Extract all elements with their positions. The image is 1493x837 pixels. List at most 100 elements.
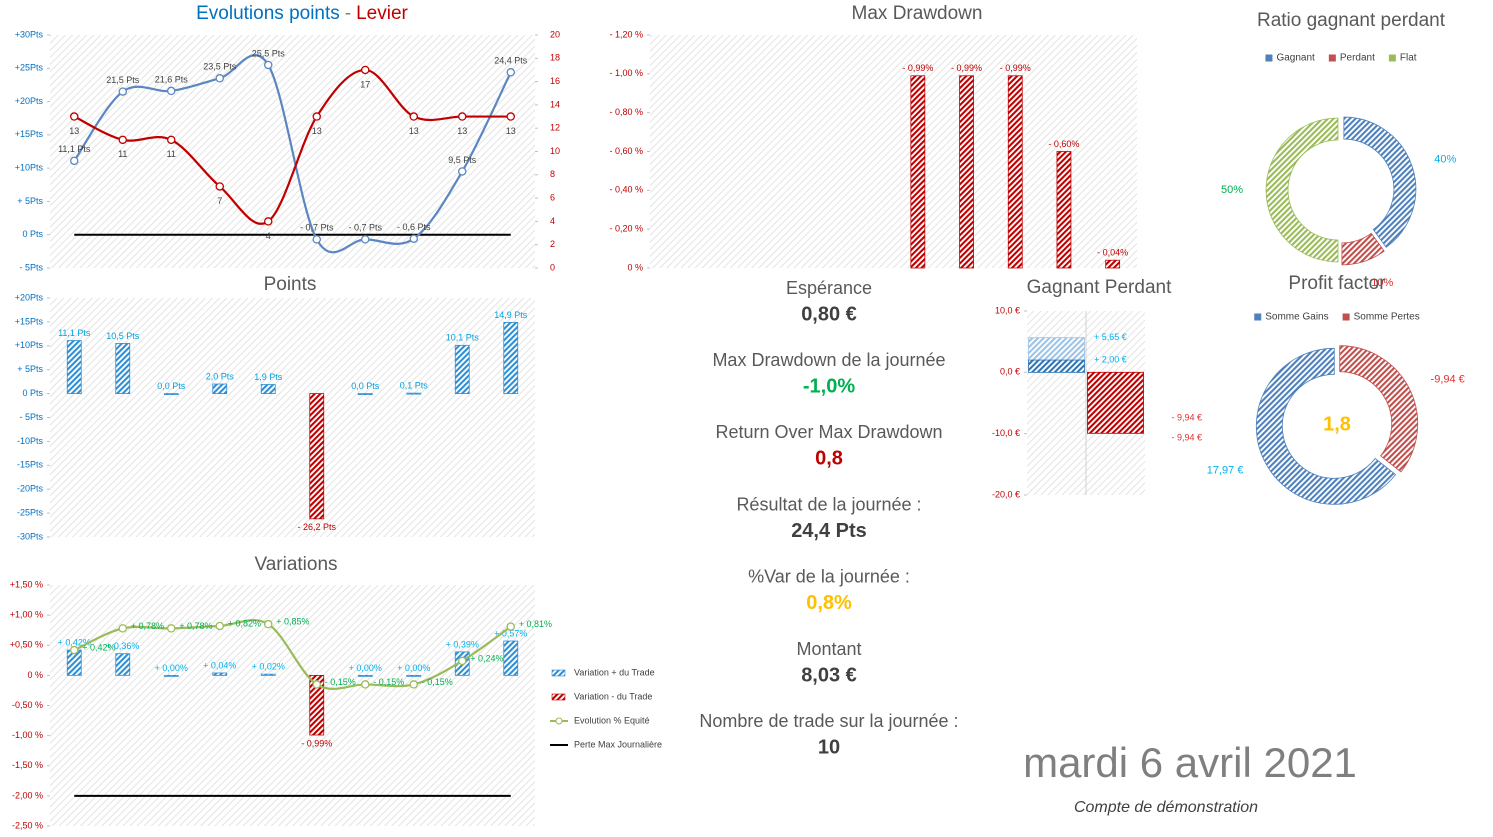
y-tick-label: 0,0 € <box>1000 367 1020 377</box>
value-label: + 0,00% <box>349 663 382 673</box>
chart-title: Variations <box>254 554 337 575</box>
kpi-label: %Var de la journée : <box>748 567 910 587</box>
y2-tick-label: 0 <box>550 262 555 272</box>
point-marker <box>118 135 128 145</box>
date-title: mardi 6 avril 2021 <box>1023 739 1357 786</box>
kpi-value: -1,0% <box>803 375 855 397</box>
value-label: - 9,94 € <box>1171 413 1202 423</box>
value-label: + 0,57% <box>494 628 527 638</box>
y-tick-label: +15Pts <box>15 129 44 139</box>
legend-marker <box>555 717 563 725</box>
legend-label: Evolution % Equité <box>574 715 650 725</box>
bar <box>309 674 325 736</box>
y2-tick-label: 2 <box>550 239 555 249</box>
value-label: - 9,94 € <box>1171 433 1202 443</box>
bar <box>1028 359 1085 373</box>
value-label: 0,1 Pts <box>400 380 429 390</box>
plot-area <box>650 35 1137 268</box>
y-tick-label: - 0,20 % <box>609 224 643 234</box>
bar <box>503 640 519 676</box>
value-label: 11,1 Pts <box>58 144 91 154</box>
y-tick-label: 0 Pts <box>22 388 43 398</box>
value-label: - 0,99% <box>951 63 982 73</box>
point-marker <box>409 680 418 689</box>
y-tick-label: -20Pts <box>17 484 44 494</box>
bar <box>309 393 325 520</box>
legend-swatch <box>551 669 566 677</box>
bar <box>66 340 82 394</box>
value-label: - 0,7 Pts <box>348 223 382 233</box>
value-label: - 0,99% <box>902 63 933 73</box>
y-tick-label: + 5Pts <box>17 196 43 206</box>
y-tick-label: - 1,20 % <box>609 29 643 39</box>
y-tick-label: +25Pts <box>15 63 44 73</box>
y-tick-label: 0 Pts <box>22 229 43 239</box>
value-label: + 0,00% <box>397 663 430 673</box>
bar <box>115 343 131 395</box>
value-label: + 0,78% <box>131 621 164 631</box>
value-label: 1,9 Pts <box>254 372 283 382</box>
bar <box>163 674 179 677</box>
bar <box>1007 75 1023 269</box>
kpi-value: 8,03 € <box>801 664 857 686</box>
series-line <box>73 68 511 225</box>
y-tick-label: -30Pts <box>17 531 44 541</box>
value-label: + 0,24% <box>470 653 503 663</box>
value-label: - 0,7 Pts <box>300 223 334 233</box>
y-tick-label: -1,00 % <box>12 730 43 740</box>
value-label: + 0,36% <box>106 641 139 651</box>
y-tick-label: - 1,00 % <box>609 68 643 78</box>
value-label: + 0,78% <box>179 621 212 631</box>
value-label: + 0,00% <box>155 663 188 673</box>
bar <box>910 75 926 269</box>
value-label: 9,5 Pts <box>448 155 477 165</box>
point-marker <box>506 112 515 121</box>
legend-swatch <box>1388 54 1396 62</box>
y2-tick-label: 8 <box>550 169 555 179</box>
bar <box>959 75 974 269</box>
legend-item: Variation - du Trade <box>551 691 652 701</box>
bar <box>357 393 373 396</box>
center-label: 1,8 <box>1323 413 1351 435</box>
pie-slice <box>1341 232 1385 266</box>
chart-title: Points <box>264 274 317 295</box>
bar <box>357 674 373 677</box>
y2-tick-label: 4 <box>550 216 555 226</box>
value-label: 11 <box>118 149 127 159</box>
y-tick-label: +15Pts <box>15 316 44 326</box>
point-marker <box>118 87 128 96</box>
kpi-value: 0,8 <box>815 448 843 470</box>
point-marker <box>118 624 128 633</box>
kpi-label: Nombre de trade sur la journée : <box>699 711 958 731</box>
series-line <box>73 619 512 690</box>
y-tick-label: +1,50 % <box>10 579 43 589</box>
value-label: + 5,65 € <box>1094 332 1127 342</box>
legend-label: Somme Pertes <box>1354 312 1420 323</box>
y-tick-label: +10Pts <box>15 163 44 173</box>
point-marker <box>70 645 79 655</box>
point-marker <box>360 235 370 244</box>
point-marker <box>166 135 176 145</box>
value-label: 13 <box>409 126 419 136</box>
legend-label: Perdant <box>1340 53 1375 64</box>
point-marker <box>70 156 79 166</box>
point-marker <box>506 622 515 631</box>
y-tick-label: -0,50 % <box>12 700 43 710</box>
legend-swatch <box>1254 313 1262 321</box>
chart-title: Gagnant Perdant <box>1027 277 1172 298</box>
y-tick-label: +30Pts <box>15 29 44 39</box>
bar <box>1087 371 1144 434</box>
point-marker <box>166 86 176 96</box>
y-tick-label: - 0,40 % <box>609 185 643 195</box>
value-label: 14,9 Pts <box>494 310 528 320</box>
point-marker <box>312 235 321 244</box>
y-tick-label: - 0,80 % <box>609 107 643 117</box>
kpi-label: Espérance <box>786 278 872 298</box>
title-part: - <box>345 3 351 24</box>
value-label: 11 <box>167 149 176 159</box>
y-tick-label: -20,0 € <box>992 489 1020 499</box>
series-line <box>73 54 512 254</box>
bar <box>503 321 519 394</box>
pie-slice <box>1255 347 1397 505</box>
